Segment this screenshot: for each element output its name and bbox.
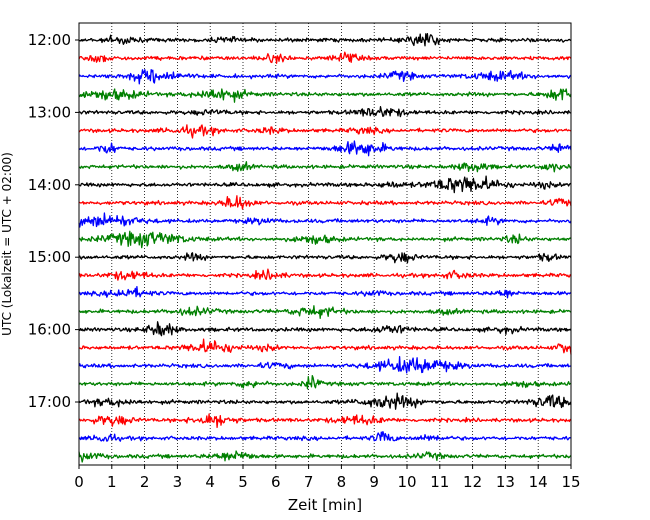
trace-1700 xyxy=(78,392,572,410)
x-tick-label: 8 xyxy=(337,473,347,491)
x-tick-label: 3 xyxy=(173,473,183,491)
x-tick-label: 11 xyxy=(430,473,449,491)
x-tick-label: 10 xyxy=(397,473,416,491)
y-tick-label: 13:00 xyxy=(28,103,71,121)
trace-1615 xyxy=(78,338,572,355)
y-tick-label: 14:00 xyxy=(28,176,71,194)
trace-1545 xyxy=(78,305,572,319)
trace-1630 xyxy=(78,356,572,374)
x-tick-label: 7 xyxy=(304,473,314,491)
trace-1745 xyxy=(78,450,572,463)
x-tick-label: 15 xyxy=(561,473,580,491)
trace-1330 xyxy=(78,140,572,157)
x-tick-label: 4 xyxy=(205,473,215,491)
trace-1530 xyxy=(78,285,572,299)
x-axis-ticks: 0 1 2 3 4 5 6 7 8 9 10 11 12 13 14 15 xyxy=(74,465,581,491)
trace-1200 xyxy=(78,33,572,47)
x-tick-label: 13 xyxy=(496,473,515,491)
x-tick-label: 0 xyxy=(74,473,84,491)
y-axis-label: UTC (Lokalzeit = UTC + 02:00) xyxy=(0,152,14,336)
y-tick-label: 12:00 xyxy=(28,31,71,49)
x-tick-label: 12 xyxy=(463,473,482,491)
trace-1645 xyxy=(78,374,572,390)
trace-1715 xyxy=(78,413,572,429)
trace-1430 xyxy=(78,212,572,228)
axes-frame xyxy=(78,22,572,466)
x-tick-label: 6 xyxy=(271,473,281,491)
trace-1345 xyxy=(78,161,572,173)
trace-1300 xyxy=(78,106,571,118)
y-tick-label: 15:00 xyxy=(28,248,71,266)
x-axis-label: Zeit [min] xyxy=(288,496,362,514)
y-axis-ticks: 12:00 13:00 14:00 15:00 16:00 17:00 xyxy=(28,31,79,411)
trace-1415 xyxy=(78,195,572,210)
x-tick-label: 9 xyxy=(369,473,379,491)
x-tick-label: 2 xyxy=(140,473,150,491)
trace-1230 xyxy=(78,69,572,85)
trace-1215 xyxy=(78,51,572,64)
trace-1245 xyxy=(78,88,572,103)
trace-1730 xyxy=(78,430,571,442)
seismogram-traces xyxy=(78,33,572,463)
y-tick-label: 17:00 xyxy=(28,393,71,411)
trace-1315 xyxy=(78,124,572,139)
x-tick-label: 1 xyxy=(107,473,117,491)
x-tick-label: 5 xyxy=(238,473,248,491)
trace-1400 xyxy=(78,175,572,194)
x-tick-label: 14 xyxy=(529,473,548,491)
trace-1600 xyxy=(78,321,572,337)
trace-1500 xyxy=(78,252,572,264)
trace-1515 xyxy=(78,268,572,281)
y-tick-label: 16:00 xyxy=(28,321,71,339)
trace-1445 xyxy=(78,230,572,249)
